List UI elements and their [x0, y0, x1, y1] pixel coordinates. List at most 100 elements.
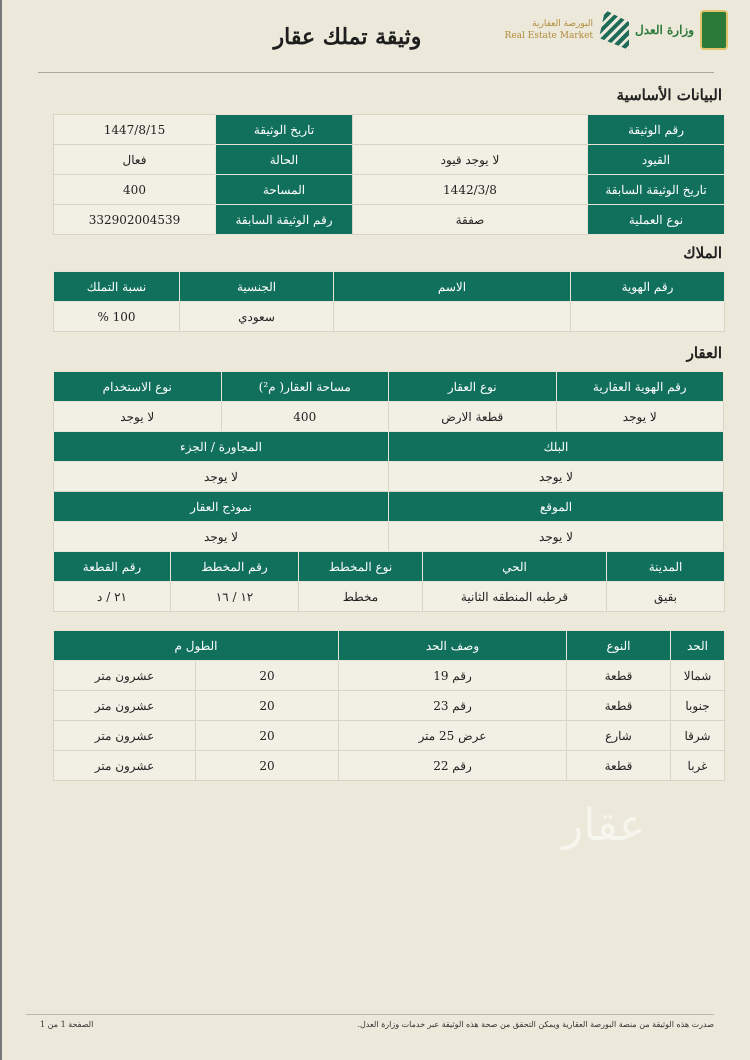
bound-cell: قطعة — [566, 690, 671, 721]
field-label: تاريخ الوثيقة — [215, 114, 353, 145]
table-row: بقيق قرطبه المنطقه الثانية مخطط ١٢ / ١٦ ٢١ /… — [53, 581, 725, 612]
column-header: الحد — [670, 630, 725, 661]
column-header: الطول م — [53, 630, 339, 661]
divider — [38, 72, 714, 73]
property-cell: قطعة الارض — [388, 401, 557, 432]
bound-cell: قطعة — [566, 660, 671, 691]
property-cell: مخطط — [298, 581, 423, 612]
bound-row: غربا قطعة رقم 22 20 عشرون متر — [53, 750, 725, 781]
bound-cell: 20 — [195, 720, 339, 751]
table-row: لا يوجد قطعة الارض 400 لا يوجد — [53, 401, 724, 432]
column-header: المجاورة / الجزء — [53, 431, 389, 462]
bound-cell: 20 — [195, 660, 339, 691]
field-label: القيود — [587, 144, 725, 175]
field-label: المساحة — [215, 174, 353, 205]
basic-row: تاريخ الوثيقة السابقة 1442/3/8 المساحة 400 — [53, 174, 725, 205]
section-property-title: العقار — [686, 344, 722, 362]
page-edge — [0, 0, 2, 1060]
header-row: البلك المجاورة / الجزء — [53, 431, 724, 462]
footer-divider — [26, 1014, 714, 1015]
property-location-table: المدينة الحي نوع المخطط رقم المخطط رقم القطع… — [53, 551, 725, 612]
bound-cell: عشرون متر — [53, 690, 196, 721]
field-value: 400 — [53, 174, 216, 205]
header-row: الموقع نموذج العقار — [53, 491, 724, 522]
section-basic-title: البيانات الأساسية — [616, 86, 722, 104]
header-row: رقم الهوية العقارية نوع العقار مساحة العقا… — [53, 371, 724, 402]
bound-cell: شرقا — [670, 720, 725, 751]
basic-table: رقم الوثيقة تاريخ الوثيقة 1447/8/15 القيود ل… — [53, 114, 725, 235]
column-header: نموذج العقار — [53, 491, 389, 522]
owners-table: رقم الهوية الاسم الجنسية نسبة التملك سعودي 10… — [53, 271, 725, 332]
column-header: نسبة التملك — [53, 271, 180, 302]
owner-cell — [570, 301, 725, 332]
column-header: الاسم — [333, 271, 571, 302]
property-cell: ١٢ / ١٦ — [170, 581, 299, 612]
field-value: 332902004539 — [53, 204, 216, 235]
field-value: فعال — [53, 144, 216, 175]
field-label: تاريخ الوثيقة السابقة — [587, 174, 725, 205]
column-header: الموقع — [388, 491, 724, 522]
property-cell: لا يوجد — [388, 521, 724, 552]
real-estate-market-logo: البورصة العقارية Real Estate Market — [505, 18, 593, 42]
property-cell: بقيق — [606, 581, 725, 612]
property-cell: ٢١ / د — [53, 581, 171, 612]
bound-cell: 20 — [195, 750, 339, 781]
bound-cell: قطعة — [566, 750, 671, 781]
property-cell: لا يوجد — [53, 461, 389, 492]
basic-row: رقم الوثيقة تاريخ الوثيقة 1447/8/15 — [53, 114, 725, 145]
field-value: 1447/8/15 — [53, 114, 216, 145]
property-cell: لا يوجد — [388, 461, 724, 492]
basic-row: نوع العملية صفقة رقم الوثيقة السابقة 332902… — [53, 204, 725, 235]
field-label: الحالة — [215, 144, 353, 175]
footer-note: صدرت هذه الوثيقة من منصة البورصة العقاري… — [357, 1020, 714, 1029]
page-number: الصفحة 1 من 1 — [40, 1020, 94, 1029]
watermark: عقار — [562, 800, 646, 851]
header-row: المدينة الحي نوع المخطط رقم المخطط رقم القطع… — [53, 551, 725, 582]
property-cell: لا يوجد — [53, 401, 222, 432]
bound-cell: 20 — [195, 690, 339, 721]
column-header: المدينة — [606, 551, 725, 582]
bound-cell: جنوبا — [670, 690, 725, 721]
column-header: نوع العقار — [388, 371, 557, 402]
field-label: نوع العملية — [587, 204, 725, 235]
bound-cell: غربا — [670, 750, 725, 781]
owner-cell: سعودي — [179, 301, 334, 332]
field-value: لا يوجد قيود — [352, 144, 588, 175]
section-owners-title: الملاك — [683, 244, 722, 262]
market-logo-ar: البورصة العقارية — [532, 19, 594, 29]
owner-cell — [333, 301, 571, 332]
basic-row: القيود لا يوجد قيود الحالة فعال — [53, 144, 725, 175]
owner-cell: 100 % — [53, 301, 180, 332]
bound-cell: رقم 23 — [338, 690, 567, 721]
bound-cell: عشرون متر — [53, 660, 196, 691]
ministry-logo: وزارة العدل — [635, 23, 694, 37]
column-header: وصف الحد — [338, 630, 567, 661]
column-header: مساحة العقار( م²) — [220, 371, 389, 402]
column-header: رقم الهوية العقارية — [555, 371, 724, 402]
property-cell: قرطبه المنطقه الثانية — [422, 581, 607, 612]
tower-logo-icon — [599, 10, 630, 50]
field-label: رقم الوثيقة — [587, 114, 725, 145]
bound-row: جنوبا قطعة رقم 23 20 عشرون متر — [53, 690, 725, 721]
bound-row: شمالا قطعة رقم 19 20 عشرون متر — [53, 660, 725, 691]
bound-cell: شارع — [566, 720, 671, 751]
column-header: النوع — [566, 630, 671, 661]
market-logo-en: Real Estate Market — [504, 31, 594, 41]
column-header: رقم القطعة — [53, 551, 171, 582]
bounds-table: الحد النوع وصف الحد الطول م شمالا قطعة رقم 19 2… — [53, 630, 725, 781]
bound-cell: رقم 22 — [338, 750, 567, 781]
logos: البورصة العقارية Real Estate Market وزارة… — [505, 10, 728, 50]
column-header: نوع الاستخدام — [53, 371, 222, 402]
bound-cell: شمالا — [670, 660, 725, 691]
property-block-table: البلك المجاورة / الجزء لا يوجد لا يوجد الموق… — [53, 431, 724, 552]
bound-cell: عرض 25 متر — [338, 720, 567, 751]
column-header: نوع المخطط — [298, 551, 423, 582]
field-value: صفقة — [352, 204, 588, 235]
field-label: رقم الوثيقة السابقة — [215, 204, 353, 235]
ministry-seal-icon — [700, 10, 728, 50]
bound-row: شرقا شارع عرض 25 متر 20 عشرون متر — [53, 720, 725, 751]
column-header: البلك — [388, 431, 724, 462]
field-value: 1442/3/8 — [352, 174, 588, 205]
table-row: لا يوجد لا يوجد — [53, 521, 724, 552]
property-cell: لا يوجد — [555, 401, 724, 432]
